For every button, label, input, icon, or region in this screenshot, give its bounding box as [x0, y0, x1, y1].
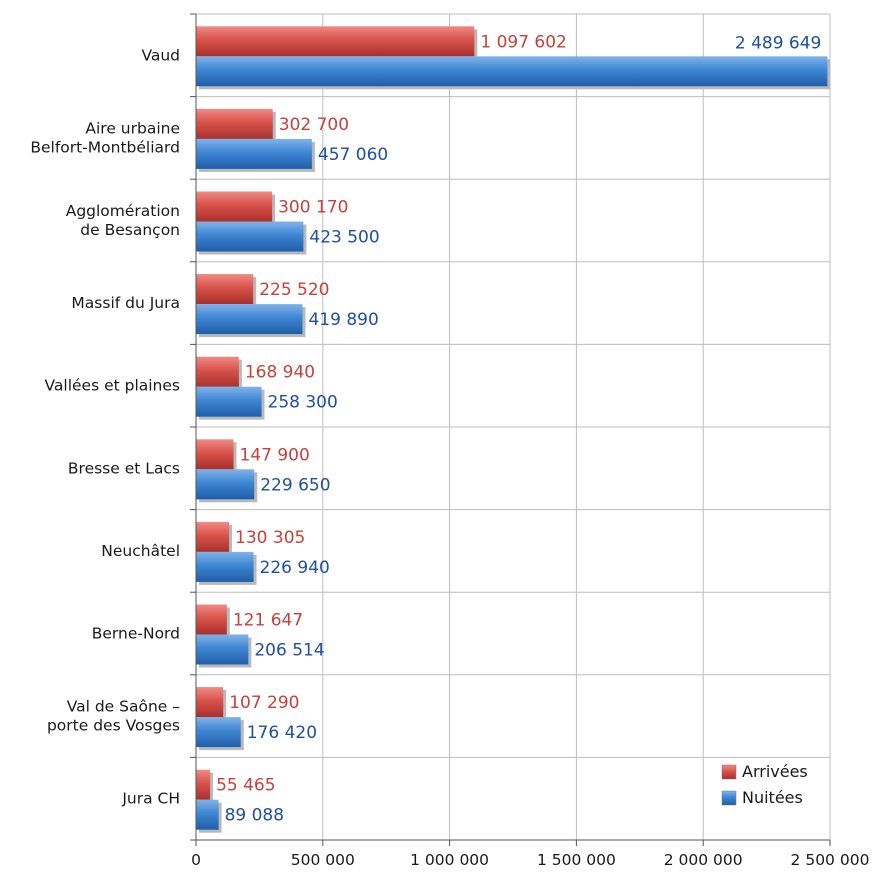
category-label-line: Jura CH	[121, 790, 180, 808]
bar-arrivees	[196, 521, 230, 552]
bar-arrivees	[196, 274, 254, 305]
category-label: Massif du Jura	[71, 294, 180, 312]
data-label: 55 465	[216, 776, 275, 796]
x-tick-label: 2 000 000	[664, 851, 743, 869]
axes: 0 500 000 1 000 000 1 500 000 2 000 000 2 500…	[30, 13, 870, 869]
data-label: 168 940	[245, 363, 315, 383]
category-label: Bresse et Lacs	[68, 459, 180, 477]
category-label-line: porte des Vosges	[47, 717, 180, 735]
bar-nuitees	[196, 221, 304, 252]
category-label-line: de Besançon	[80, 221, 180, 239]
data-label: 419 890	[308, 310, 378, 330]
category-label: Aire urbaine Belfort-Montbéliard	[30, 119, 180, 156]
data-labels: 1 097 602 2 489 649 302 700 457 060 300 170 4…	[216, 32, 821, 825]
category-label-line: Vallées et plaines	[44, 377, 180, 395]
category-label-line: Aire urbaine	[85, 119, 180, 137]
data-label: 130 305	[235, 528, 305, 548]
category-label-line: Val de Saône –	[67, 698, 180, 716]
data-label: 258 300	[268, 393, 338, 413]
bar-nuitees	[196, 56, 828, 87]
legend: Arrivées Nuitées	[721, 762, 808, 807]
category-label: Jura CH	[121, 790, 180, 808]
data-label: 2 489 649	[735, 33, 822, 53]
bar-nuitees	[196, 469, 255, 500]
x-tick-label: 2 500 000	[791, 851, 870, 869]
data-label: 225 520	[259, 280, 329, 300]
category-label-line: Vaud	[141, 46, 180, 64]
data-label: 457 060	[318, 145, 388, 165]
data-label: 302 700	[279, 115, 349, 135]
data-label: 176 420	[247, 723, 317, 743]
bar-arrivees	[196, 108, 273, 139]
legend-swatch-nuitees	[721, 790, 737, 806]
data-label: 89 088	[225, 806, 284, 826]
data-label: 121 647	[233, 611, 303, 631]
bar-arrivees	[196, 439, 234, 470]
data-label: 1 097 602	[480, 32, 567, 52]
x-tick-label: 0	[191, 851, 201, 869]
category-label-line: Agglomération	[66, 202, 180, 220]
data-label: 423 500	[309, 228, 379, 248]
x-tick-label: 500 000	[291, 851, 355, 869]
data-label: 206 514	[254, 641, 324, 661]
x-tick-label: 1 500 000	[537, 851, 616, 869]
grid	[195, 13, 831, 841]
bar-arrivees	[196, 191, 273, 222]
legend-swatch-arrivees	[721, 764, 737, 780]
data-label: 107 290	[229, 693, 299, 713]
category-label-line: Berne-Nord	[92, 625, 180, 643]
category-label: Agglomération de Besançon	[66, 202, 180, 239]
category-label-line: Bresse et Lacs	[68, 459, 180, 477]
bar-nuitees	[196, 304, 303, 335]
bar-arrivees	[196, 687, 224, 718]
category-label: Vaud	[141, 46, 180, 64]
data-label: 229 650	[260, 475, 330, 495]
x-tick-label: 1 000 000	[410, 851, 489, 869]
bars	[196, 26, 831, 833]
bar-nuitees	[196, 386, 262, 417]
category-label-line: Massif du Jura	[71, 294, 180, 312]
legend-label: Nuitées	[742, 788, 803, 807]
data-label: 226 940	[260, 558, 330, 578]
bar-nuitees	[196, 717, 241, 748]
category-label: Vallées et plaines	[44, 377, 180, 395]
bar-arrivees	[196, 604, 227, 635]
category-label: Val de Saône – porte des Vosges	[47, 698, 180, 735]
category-label-line: Belfort-Montbéliard	[30, 138, 180, 156]
bar-nuitees	[196, 799, 219, 830]
data-label: 300 170	[278, 198, 348, 218]
bar-arrivees	[196, 356, 239, 387]
category-label-line: Neuchâtel	[101, 542, 180, 560]
legend-label: Arrivées	[742, 762, 808, 781]
category-label: Neuchâtel	[101, 542, 180, 560]
bar-nuitees	[196, 551, 254, 582]
data-label: 147 900	[240, 445, 310, 465]
bar-arrivees	[196, 769, 211, 800]
bar-nuitees	[196, 634, 249, 665]
category-label: Berne-Nord	[92, 625, 180, 643]
bar-arrivees	[196, 26, 475, 57]
bar-nuitees	[196, 138, 312, 169]
